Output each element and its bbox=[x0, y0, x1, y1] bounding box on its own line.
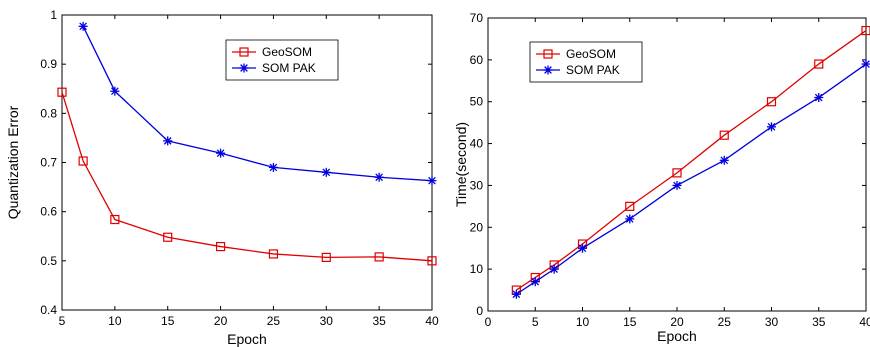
data-point bbox=[216, 148, 226, 158]
x-tick-label: 10 bbox=[108, 314, 122, 328]
data-point bbox=[110, 214, 120, 225]
data-point bbox=[625, 201, 635, 211]
legend-box bbox=[529, 41, 643, 83]
y-tick-label: 0.5 bbox=[40, 254, 57, 268]
data-point bbox=[321, 167, 331, 177]
data-point bbox=[814, 59, 824, 69]
y-axis-label: Time(second) bbox=[453, 122, 469, 207]
x-tick-label: 25 bbox=[718, 315, 732, 329]
x-tick-label: 20 bbox=[214, 314, 228, 328]
data-point bbox=[549, 264, 559, 274]
y-tick-label: 0.7 bbox=[40, 156, 57, 170]
y-tick-label: 20 bbox=[470, 220, 484, 234]
y-tick-label: 0.4 bbox=[40, 303, 57, 317]
data-point bbox=[215, 241, 226, 252]
legend-label: GeoSOM bbox=[566, 47, 616, 61]
data-point bbox=[578, 243, 587, 253]
legend-box bbox=[225, 39, 339, 81]
x-tick-label: 0 bbox=[485, 315, 492, 329]
x-tick-label: 20 bbox=[670, 315, 684, 329]
data-point bbox=[672, 168, 682, 178]
data-point bbox=[766, 97, 777, 107]
data-point bbox=[861, 25, 870, 36]
legend: GeoSOM SOM PAK bbox=[529, 41, 643, 83]
y-axis-label: Quantization Error bbox=[5, 105, 21, 219]
legend-marker bbox=[543, 65, 553, 75]
data-point bbox=[374, 252, 384, 262]
x-tick-label: 40 bbox=[859, 315, 870, 329]
y-tick-label: 30 bbox=[470, 178, 484, 192]
legend-marker bbox=[543, 49, 553, 59]
data-point bbox=[57, 87, 67, 97]
series-som-pak bbox=[511, 59, 870, 299]
data-point bbox=[427, 256, 437, 266]
series-som-pak bbox=[78, 21, 437, 186]
data-point bbox=[163, 232, 173, 242]
x-tick-label: 30 bbox=[320, 314, 334, 328]
legend-label: SOM PAK bbox=[566, 63, 620, 77]
y-tick-label: 0 bbox=[476, 304, 483, 318]
data-point bbox=[78, 156, 88, 166]
x-tick-label: 15 bbox=[623, 315, 637, 329]
data-point bbox=[321, 252, 331, 262]
legend-marker bbox=[239, 47, 249, 57]
x-axis-label: Epoch bbox=[657, 328, 697, 344]
y-tick-label: 50 bbox=[470, 95, 484, 109]
data-point bbox=[268, 162, 278, 172]
data-point bbox=[110, 86, 120, 96]
chart-2: 0 5 10 15 20 25 30 35 40 0 10 20 30 40 50 60 70 Epoch Time… bbox=[453, 11, 870, 344]
y-tick-label: 0.8 bbox=[40, 106, 57, 120]
x-tick-label: 35 bbox=[812, 315, 826, 329]
y-tick-label: 0.9 bbox=[40, 57, 57, 71]
data-point bbox=[625, 214, 635, 224]
data-point bbox=[163, 136, 173, 146]
x-tick-label: 40 bbox=[425, 314, 439, 328]
data-point bbox=[530, 277, 540, 287]
x-tick-label: 5 bbox=[532, 315, 539, 329]
series-line bbox=[515, 63, 867, 295]
x-tick-label: 10 bbox=[576, 315, 590, 329]
x-tick-label: 5 bbox=[59, 314, 66, 328]
y-tick-label: 60 bbox=[470, 53, 484, 67]
data-point bbox=[672, 180, 682, 190]
legend-label: SOM PAK bbox=[262, 61, 316, 75]
legend: GeoSOM SOM PAK bbox=[225, 39, 339, 81]
x-axis-label: Epoch bbox=[227, 331, 267, 347]
data-point bbox=[268, 249, 279, 259]
legend-marker bbox=[239, 63, 249, 73]
y-tick-label: 0.6 bbox=[40, 205, 57, 219]
x-tick-label: 35 bbox=[372, 314, 386, 328]
x-tick-label: 30 bbox=[765, 315, 779, 329]
series-line bbox=[515, 30, 867, 291]
y-tick-label: 40 bbox=[470, 137, 484, 151]
chart-1: 5 10 15 20 25 30 35 40 0.4 0.5 0.6 0.7 0.8 0.9 1 Epoch Q… bbox=[5, 8, 439, 347]
y-tick-label: 10 bbox=[470, 262, 484, 276]
data-point bbox=[78, 21, 88, 31]
series-line bbox=[61, 92, 433, 262]
data-point bbox=[767, 122, 776, 132]
series-line bbox=[82, 26, 433, 182]
series-geosom bbox=[57, 87, 437, 266]
data-point bbox=[861, 59, 870, 69]
y-tick-label: 1 bbox=[50, 8, 57, 22]
x-tick-label: 25 bbox=[267, 314, 281, 328]
data-point bbox=[719, 130, 729, 140]
data-point bbox=[427, 176, 437, 186]
y-tick-label: 70 bbox=[470, 11, 484, 25]
data-point bbox=[814, 93, 824, 103]
data-point bbox=[511, 289, 521, 299]
data-point bbox=[719, 155, 729, 165]
x-tick-label: 15 bbox=[161, 314, 175, 328]
data-point bbox=[374, 172, 384, 182]
legend-label: GeoSOM bbox=[262, 45, 312, 59]
